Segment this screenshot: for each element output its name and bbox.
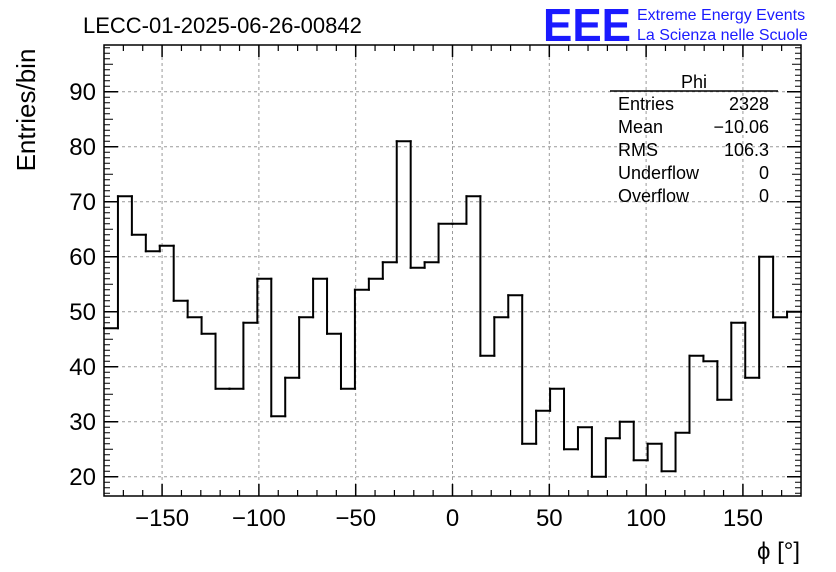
y-tick-label: 60: [69, 244, 96, 271]
y-axis-label: Entries/bin: [11, 49, 41, 172]
stats-title: Phi: [681, 72, 707, 92]
y-tick-label: 40: [69, 354, 96, 381]
logo-line-1: Extreme Energy Events: [637, 7, 805, 24]
y-tick-label: 30: [69, 409, 96, 436]
logo-line-2: La Scienza nelle Scuole: [637, 27, 808, 44]
axes: −150 −100 −50 0 50 100 150 20 30 40 50 60 70 80 90: [69, 44, 802, 532]
x-tick-label: 100: [626, 505, 666, 532]
stats-value: −10.06: [713, 117, 769, 137]
grid: [104, 45, 801, 496]
chart-title: LECC-01-2025-06-26-00842: [83, 13, 362, 38]
x-axis-label: ϕ [°]: [757, 538, 800, 565]
stats-label: Underflow: [618, 163, 700, 183]
x-tick-label: −100: [232, 505, 286, 532]
eee-logo-mark: EEE: [543, 0, 631, 51]
x-tick-label: 50: [536, 505, 563, 532]
y-tick-label: 90: [69, 79, 96, 106]
stats-box: Phi Entries 2328 Mean −10.06 RMS 106.3 Underfl…: [610, 72, 778, 206]
stats-label: Mean: [618, 117, 663, 137]
stats-value: 106.3: [724, 140, 769, 160]
stats-label: Overflow: [618, 186, 690, 206]
y-tick-label: 20: [69, 464, 96, 491]
y-tick-label: 70: [69, 189, 96, 216]
stats-label: Entries: [618, 94, 674, 114]
x-tick-label: 150: [723, 505, 763, 532]
x-tick-label: −150: [135, 505, 189, 532]
y-tick-label: 50: [69, 299, 96, 326]
stats-value: 2328: [729, 94, 769, 114]
stats-value: 0: [759, 186, 769, 206]
stats-label: RMS: [618, 140, 658, 160]
eee-logo: EEE Extreme Energy Events La Scienza nel…: [543, 0, 808, 51]
y-tick-label: 80: [69, 134, 96, 161]
histogram-bars: [103, 140, 802, 478]
stats-value: 0: [759, 163, 769, 183]
x-tick-label: 0: [446, 505, 459, 532]
x-tick-label: −50: [335, 505, 376, 532]
